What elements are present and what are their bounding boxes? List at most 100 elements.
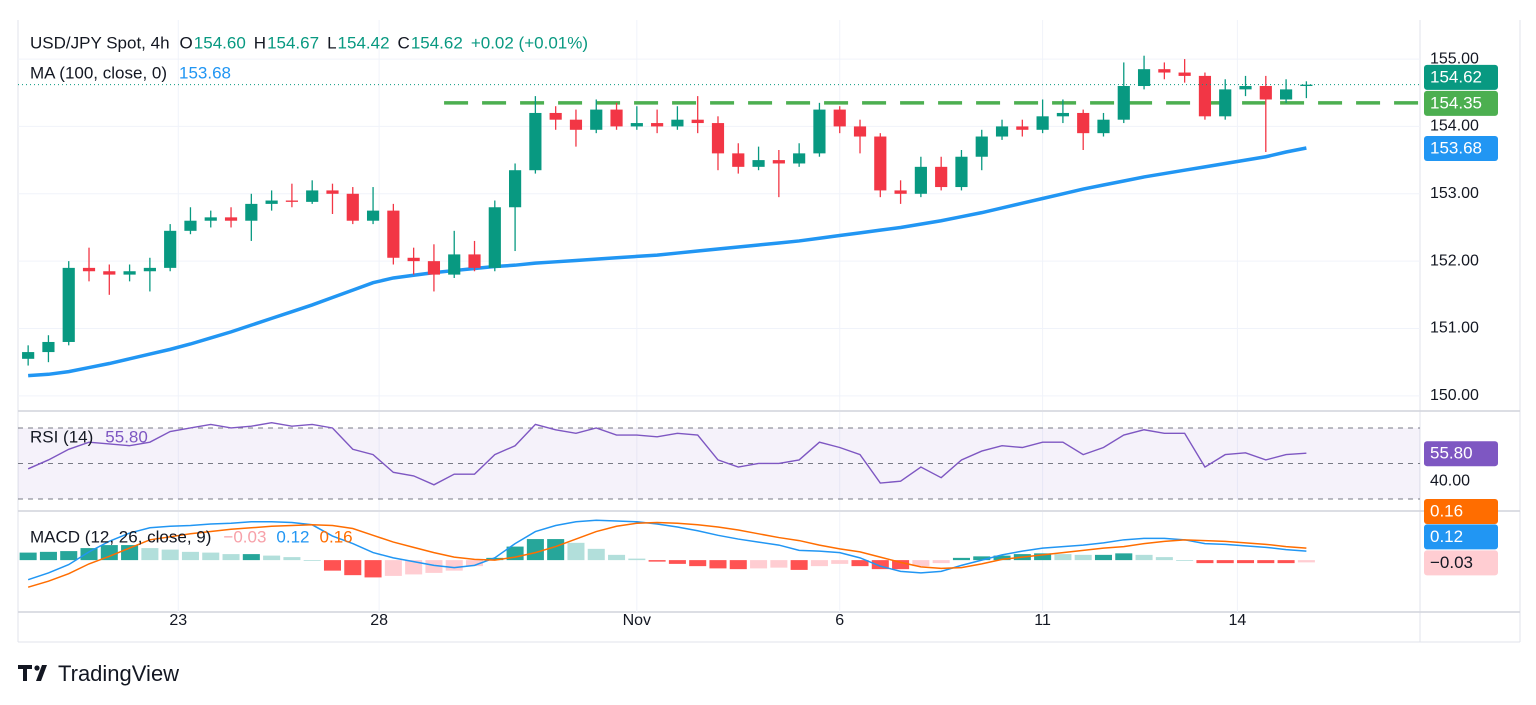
histogram-bar	[1277, 560, 1295, 564]
price-badge-label: 0.16	[1430, 501, 1463, 520]
histogram-bar	[993, 555, 1011, 561]
histogram-bar	[1054, 554, 1072, 561]
histogram-bar	[1034, 553, 1052, 561]
price-badge	[1424, 550, 1498, 576]
candle-body	[366, 210, 380, 221]
histogram-bar	[60, 551, 78, 561]
y-tick-label: 152.00	[1430, 252, 1479, 269]
histogram-bar	[263, 555, 281, 561]
histogram-bar	[912, 560, 930, 567]
histogram-bar	[1094, 554, 1113, 561]
histogram-bar	[445, 560, 463, 571]
candle-body	[265, 200, 278, 204]
candle-body	[1178, 72, 1191, 76]
histogram-bar	[323, 560, 342, 571]
histogram-bar	[405, 560, 423, 575]
ohlc-value: 154.67	[267, 33, 319, 52]
candle-body	[103, 271, 116, 275]
histogram-bar	[202, 552, 220, 561]
histogram-bar	[222, 554, 240, 561]
candle-body	[143, 267, 156, 272]
histogram-bar	[121, 545, 139, 561]
ohlc-value: 154.42	[338, 33, 390, 52]
price-badge	[1424, 499, 1498, 524]
ma-legend: MA (100, close, 0)	[30, 63, 167, 82]
histogram-bar	[892, 560, 910, 570]
candle-body	[62, 267, 75, 342]
candle-body	[22, 352, 35, 359]
candle-body	[894, 190, 907, 194]
histogram-bar	[384, 560, 402, 576]
price-badge-label: 154.62	[1430, 67, 1482, 86]
candle-body	[590, 109, 603, 130]
candle-body	[833, 109, 846, 127]
histogram-bar	[729, 560, 747, 570]
candle-body	[853, 126, 867, 137]
histogram-bar	[587, 548, 605, 561]
x-tick-label: 23	[169, 612, 187, 629]
candle-body	[1077, 112, 1090, 134]
candle-body	[772, 160, 785, 164]
histogram-bar	[952, 557, 970, 561]
candle-body	[468, 254, 481, 268]
histogram-bar	[770, 560, 788, 568]
ma-legend-value: 153.68	[179, 63, 231, 82]
candle-body	[610, 109, 623, 127]
candle-body	[306, 190, 319, 202]
candle-body	[509, 170, 522, 208]
histogram-bar	[1135, 554, 1153, 561]
candle-body	[995, 126, 1009, 137]
histogram-bar	[465, 560, 484, 567]
candle-body	[427, 261, 441, 275]
logo-mark	[18, 665, 32, 681]
ohlc-value: 154.62	[411, 33, 463, 52]
histogram-bar	[242, 554, 260, 561]
candle-body	[569, 119, 583, 130]
histogram-bar	[608, 554, 626, 561]
histogram-bar	[1176, 560, 1194, 561]
logo-mark	[34, 665, 40, 671]
candle-body	[1056, 112, 1069, 117]
candle-body	[164, 230, 177, 268]
candle-body	[1259, 86, 1272, 100]
candle-body	[529, 112, 542, 171]
candle-body	[224, 217, 238, 221]
histogram-bar	[1236, 560, 1255, 564]
y-tick-label: 153.00	[1430, 185, 1479, 202]
ohlc-key: C	[398, 33, 410, 52]
candle-body	[1036, 116, 1049, 130]
y-tick-label: 154.00	[1430, 118, 1479, 135]
histogram-bar	[181, 551, 199, 561]
candle-body	[82, 267, 96, 272]
candle-body	[245, 203, 258, 221]
histogram-bar	[1257, 560, 1275, 564]
candle-body	[285, 200, 298, 202]
brand-name: TradingView	[58, 661, 179, 686]
candle-body	[630, 123, 643, 127]
macd-line	[27, 519, 1307, 581]
histogram-bar	[141, 548, 159, 561]
candle-body	[813, 109, 826, 154]
macd-legend-value: −0.03	[223, 527, 266, 546]
histogram-bar	[1297, 560, 1315, 563]
x-tick-label: 11	[1034, 612, 1051, 629]
candle-body	[1198, 75, 1212, 117]
candle-body	[1158, 69, 1171, 73]
macd-legend: MACD (12, 26, close, 9)	[30, 527, 211, 546]
y-tick-label: 150.00	[1430, 387, 1479, 404]
ohlc-key: O	[180, 33, 193, 52]
rsi-legend: RSI (14)	[30, 427, 93, 446]
candle-body	[1117, 86, 1130, 120]
price-badge-label: 55.80	[1430, 444, 1473, 463]
y-tick-label: 151.00	[1430, 320, 1479, 337]
histogram-bar	[1115, 553, 1133, 561]
price-badge-label: 0.12	[1430, 527, 1463, 546]
candle-body	[1137, 69, 1151, 87]
chart-title: USD/JPY Spot, 4h	[30, 33, 170, 52]
price-badge-label: 153.68	[1430, 138, 1482, 157]
candle-body	[326, 190, 339, 194]
candle-body	[184, 220, 197, 231]
histogram-bar	[100, 545, 118, 561]
candle-body	[793, 153, 806, 164]
histogram-bar	[871, 560, 889, 570]
